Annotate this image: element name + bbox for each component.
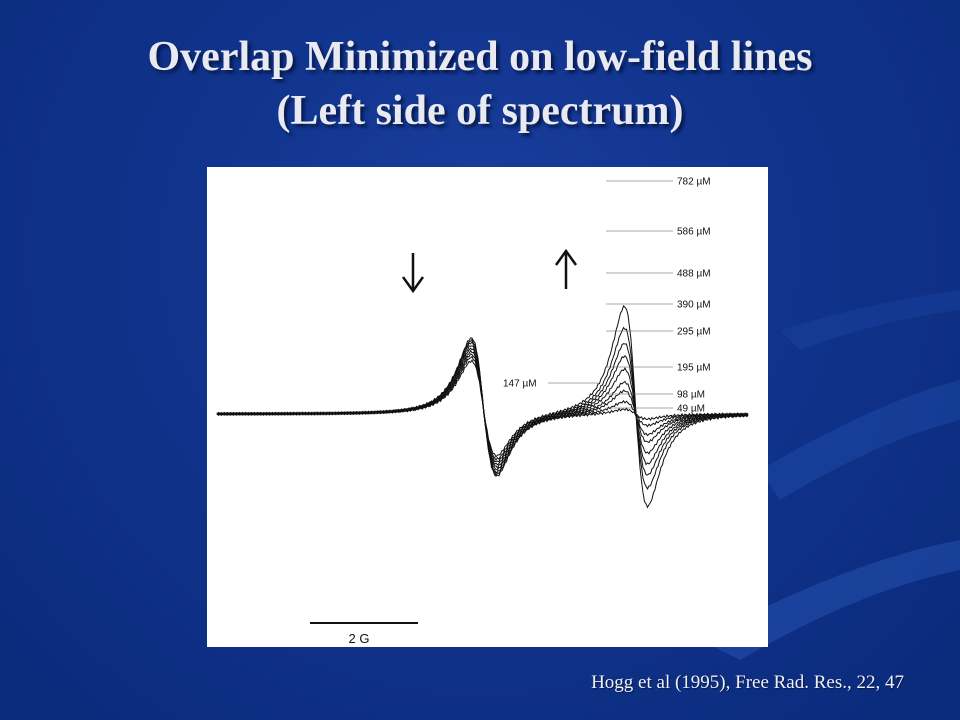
- spectrum-trace: [216, 343, 749, 476]
- title-line-2: (Left side of spectrum): [276, 88, 684, 134]
- epr-spectrum-chart: 782 µM 586 µM 488 µM 390 µM 295 µM 195 µM 147 …: [216, 177, 749, 646]
- scale-bar: 2 G: [310, 622, 418, 646]
- spectrum-traces: [216, 304, 749, 509]
- up-arrow: [554, 248, 578, 289]
- spectrum-trace: [216, 304, 749, 509]
- concentration-label: 586 µM: [677, 227, 711, 238]
- title-line-1: Overlap Minimized on low-field lines: [147, 34, 813, 80]
- concentration-label: 488 µM: [677, 269, 711, 280]
- concentration-label: 195 µM: [677, 363, 711, 374]
- concentration-label: 782 µM: [677, 177, 711, 188]
- citation: Hogg et al (1995), Free Rad. Res., 22, 4…: [591, 672, 904, 693]
- concentration-label: 147 µM: [503, 379, 537, 390]
- concentration-label: 390 µM: [677, 300, 711, 311]
- spectrum-trace: [216, 340, 749, 474]
- spectrum-trace: [216, 337, 749, 477]
- scale-bar-label: 2 G: [349, 631, 370, 646]
- slide-title: Overlap Minimized on low-field lines (Le…: [0, 30, 960, 138]
- concentration-label: 295 µM: [677, 327, 711, 338]
- concentration-label: 49 µM: [677, 404, 705, 415]
- down-arrow: [401, 253, 425, 294]
- concentration-label: 98 µM: [677, 390, 705, 401]
- spectrum-trace: [216, 338, 749, 477]
- epr-spectrum-figure: 782 µM 586 µM 488 µM 390 µM 295 µM 195 µM 147 …: [207, 167, 768, 647]
- concentration-labels: 782 µM 586 µM 488 µM 390 µM 295 µM 195 µM 147 …: [503, 177, 711, 415]
